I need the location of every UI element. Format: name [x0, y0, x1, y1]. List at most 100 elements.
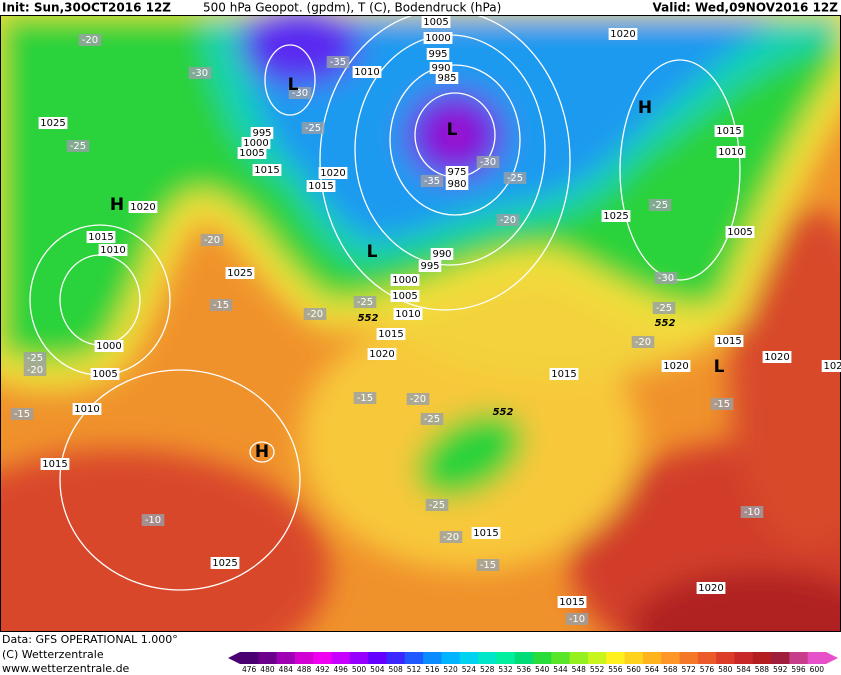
temp-label-box	[353, 296, 377, 308]
isobar-label-box	[390, 274, 420, 286]
scale-swatch	[642, 652, 662, 664]
isobar-label: 1015	[551, 369, 576, 380]
scale-label: 528	[480, 665, 495, 674]
isobar-label-box	[376, 328, 406, 340]
isobar-label: 1015	[716, 126, 741, 137]
isobar-label-box	[390, 290, 420, 302]
isobar	[59, 369, 301, 591]
url: www.wetterzentrale.de	[2, 662, 130, 675]
scale-label: 596	[791, 665, 806, 674]
temperature-label: -25	[424, 414, 440, 425]
scale-swatch	[587, 652, 607, 664]
scale-swatch	[661, 652, 680, 664]
scale-swatch	[807, 652, 827, 664]
isobar-label-box	[237, 147, 267, 159]
temp-label-box	[425, 499, 449, 511]
isobar-label-box	[429, 62, 453, 74]
isobar-label: 1005	[92, 369, 117, 380]
temp-label-box	[654, 272, 678, 284]
scale-label: 488	[297, 665, 312, 674]
isobar-label-box	[557, 596, 587, 608]
temperature-label: -15	[714, 399, 730, 410]
temperature-label: -20	[500, 215, 516, 226]
isobar-label: 1020	[320, 168, 345, 179]
temperature-label: -20	[307, 309, 323, 320]
isobar-label: 1005	[239, 148, 264, 159]
scale-label: 552	[590, 665, 605, 674]
temp-label-box	[188, 67, 212, 79]
temp-label-box	[66, 140, 90, 152]
scale-label: 564	[645, 665, 660, 674]
scale-label: 544	[553, 665, 568, 674]
temperature-label: -15	[213, 300, 229, 311]
isobar-label: 1010	[74, 404, 99, 415]
scale-label: 484	[279, 665, 294, 674]
color-scale: 476 480 484 488 492 496 500 504 508 512 516 520 524 5…	[228, 652, 838, 674]
low-core	[240, 15, 360, 85]
temp-label-box	[200, 234, 224, 246]
isobar-label: 1015	[378, 329, 403, 340]
isobar-label-box	[241, 137, 271, 149]
temperature-label: -20	[410, 394, 426, 405]
scale-label: 524	[462, 665, 477, 674]
map	[0, 15, 841, 632]
isobar-label-box	[306, 180, 336, 192]
temperature-label: -35	[424, 176, 440, 187]
isobar-label: 1020	[369, 349, 394, 360]
scale-swatch	[697, 652, 717, 664]
copyright: (C) Wetterzentrale	[2, 648, 104, 661]
temperature-label: -25	[305, 123, 321, 134]
isobar-label: 1010	[100, 245, 125, 256]
temperature-label: -25	[656, 303, 672, 314]
pressure-center: H	[110, 195, 124, 215]
isobar-label: 1025	[227, 268, 252, 279]
isobar-label-box	[821, 360, 841, 372]
isobar-label-box	[352, 66, 382, 78]
isobar-label: 995	[420, 261, 439, 272]
pressure-center: L	[447, 120, 458, 140]
temp-label-box	[10, 408, 34, 420]
temperature-label: -25	[357, 297, 373, 308]
scale-swatch	[258, 652, 278, 664]
isobar-label: 1015	[559, 597, 584, 608]
isobar-label-box	[40, 458, 70, 470]
isobar-label: 1000	[96, 341, 121, 352]
isobar-label: 1020	[698, 583, 723, 594]
isobar-label-box	[318, 167, 348, 179]
isobar-label-box	[762, 351, 792, 363]
temperature-label: -10	[569, 614, 585, 625]
scale-label: 556	[608, 665, 623, 674]
isobar-label-box	[252, 164, 282, 176]
isobar-label: 1020	[130, 202, 155, 213]
isobar-label-box	[661, 360, 691, 372]
isobar-label-box	[367, 348, 397, 360]
scale-swatch	[441, 652, 461, 664]
warm-area	[630, 570, 841, 632]
temp-label-box	[353, 392, 377, 404]
isobar-label-box	[418, 260, 442, 272]
temperature-label: -30	[480, 157, 496, 168]
temp-label-box	[710, 398, 734, 410]
isobar-label: 1005	[727, 227, 752, 238]
scale-label: 580	[718, 665, 733, 674]
temp-label-box	[565, 613, 589, 625]
isobar-label: 990	[431, 63, 450, 74]
pressure-center: L	[367, 242, 378, 262]
pressure-center: H	[255, 442, 269, 462]
isobar-label-box	[445, 166, 469, 178]
temp-label-box	[301, 122, 325, 134]
scale-swatch	[752, 652, 772, 664]
isobar	[264, 44, 316, 116]
isobar-label-box	[471, 527, 501, 539]
temp-label-box	[648, 199, 672, 211]
temperature-label: -25	[652, 200, 668, 211]
isobar-label: 975	[447, 167, 466, 178]
isobar-label-box	[393, 308, 423, 320]
scale-swatch	[368, 652, 387, 664]
temp-label-box	[652, 302, 676, 314]
temperature-label: -20	[204, 235, 220, 246]
scale-swatch	[789, 652, 809, 664]
field	[0, 15, 841, 632]
isobar-label: 1005	[423, 17, 448, 28]
